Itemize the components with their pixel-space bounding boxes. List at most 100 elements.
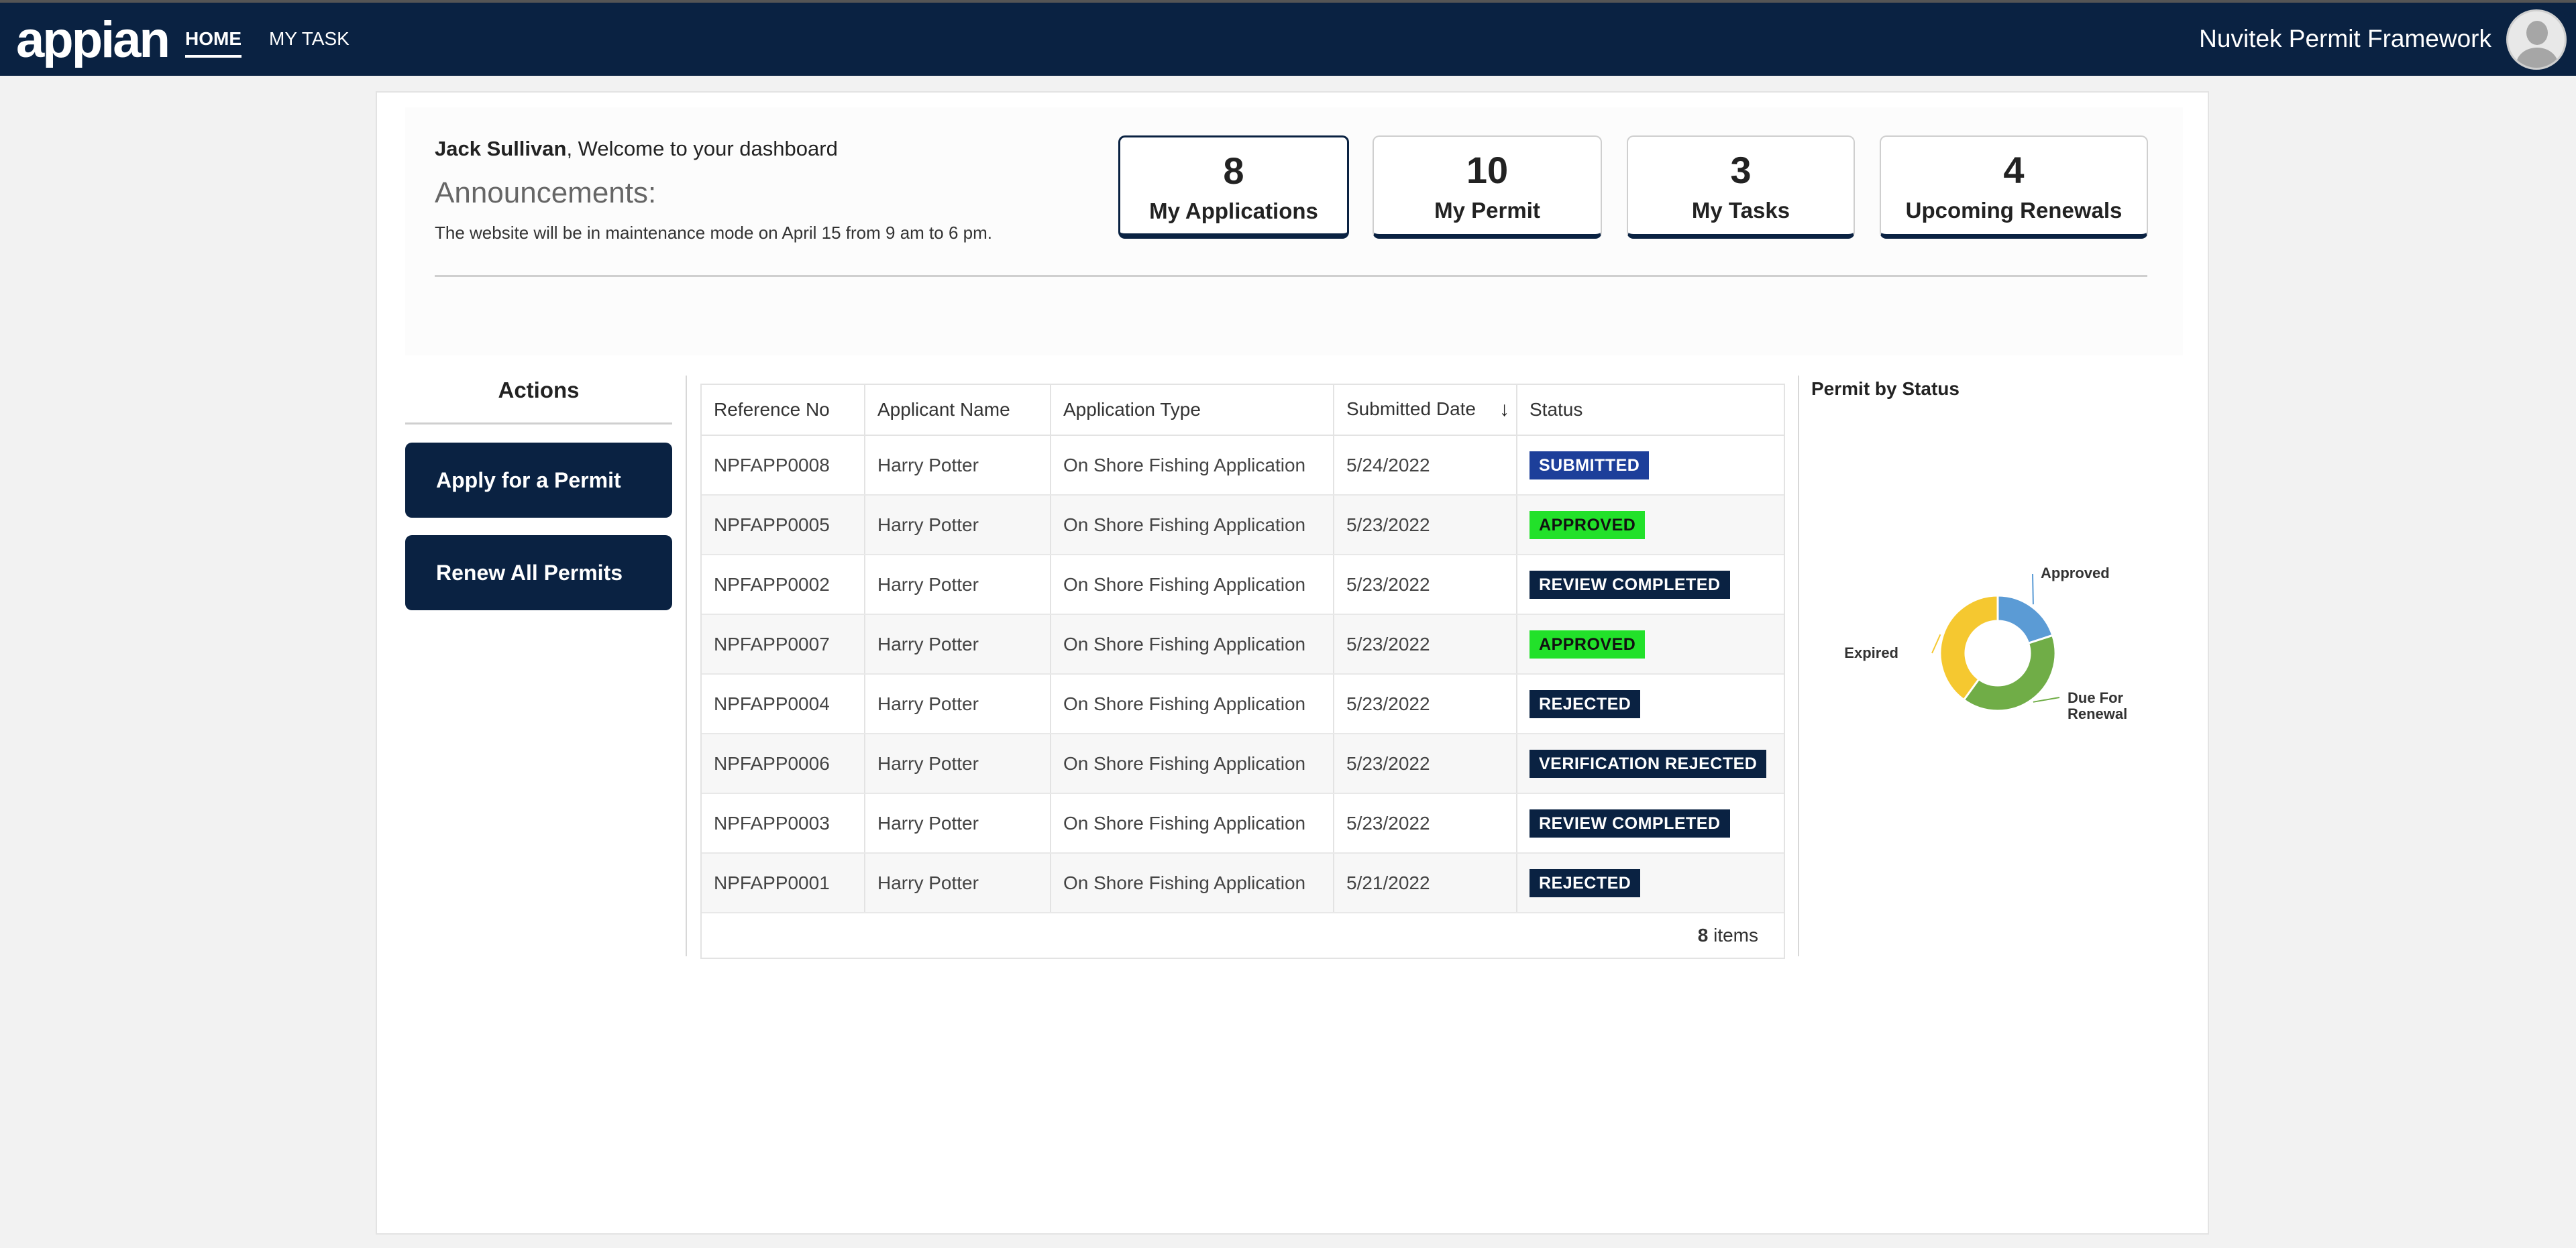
table-header-row: Reference No Applicant Name Application … — [702, 385, 1784, 436]
renew-all-permits-button[interactable]: Renew All Permits — [405, 535, 672, 610]
avatar-body-shape — [2516, 48, 2558, 68]
cell-reference-no: NPFAPP0008 — [702, 435, 865, 496]
cell-status: APPROVED — [1517, 495, 1784, 555]
status-badge: REVIEW COMPLETED — [1529, 570, 1730, 599]
table-row[interactable]: NPFAPP0002 Harry Potter On Shore Fishing A… — [702, 555, 1784, 615]
column-header-status[interactable]: Status — [1517, 385, 1784, 436]
stat-value: 8 — [1223, 150, 1244, 192]
stat-card-upcoming-renewals[interactable]: 4 Upcoming Renewals — [1880, 135, 2148, 239]
chart-title: Permit by Status — [1811, 378, 1960, 399]
sort-descending-icon[interactable]: ↓ — [1499, 398, 1509, 420]
table-body: NPFAPP0008 Harry Potter On Shore Fishing A… — [702, 435, 1784, 913]
cell-applicant-name: Harry Potter — [865, 853, 1051, 913]
cell-applicant-name: Harry Potter — [865, 495, 1051, 555]
cell-status: REJECTED — [1517, 674, 1784, 734]
cell-submitted-date: 5/23/2022 — [1334, 555, 1517, 615]
slice-label: Expired — [1844, 644, 1898, 661]
status-badge: REJECTED — [1529, 689, 1641, 718]
cell-application-type: On Shore Fishing Application — [1051, 614, 1334, 675]
applications-table: Reference No Applicant Name Application … — [702, 385, 1784, 913]
appian-logo[interactable]: appian — [16, 11, 170, 68]
column-header-submitted-date[interactable]: Submitted Date ↓ — [1334, 385, 1517, 436]
column-header-application-type[interactable]: Application Type — [1051, 385, 1334, 436]
cell-application-type: On Shore Fishing Application — [1051, 674, 1334, 734]
stat-label: My Tasks — [1691, 198, 1790, 223]
permit-status-donut-chart: Approved Due For Renewal Expired — [1844, 565, 2127, 722]
cell-submitted-date: 5/21/2022 — [1334, 853, 1517, 913]
cell-reference-no: NPFAPP0002 — [702, 555, 865, 615]
header-divider — [435, 275, 2147, 277]
avatar-head-shape — [2526, 21, 2548, 45]
donut-slice-due-for-renewal[interactable] — [1962, 634, 2057, 712]
cell-applicant-name: Harry Potter — [865, 555, 1051, 615]
applications-grid: Reference No Applicant Name Application … — [700, 384, 1785, 959]
table-row[interactable]: NPFAPP0008 Harry Potter On Shore Fishing A… — [702, 435, 1784, 496]
apply-for-permit-button[interactable]: Apply for a Permit — [405, 443, 672, 518]
actions-divider — [405, 422, 672, 424]
stat-value: 4 — [2003, 149, 2025, 191]
column-divider-right — [1798, 376, 1799, 956]
cell-application-type: On Shore Fishing Application — [1051, 853, 1334, 913]
cell-applicant-name: Harry Potter — [865, 674, 1051, 734]
cell-submitted-date: 5/23/2022 — [1334, 495, 1517, 555]
table-row[interactable]: NPFAPP0006 Harry Potter On Shore Fishing A… — [702, 734, 1784, 794]
column-header-reference-no[interactable]: Reference No — [702, 385, 865, 436]
grid-footer: 8 items — [702, 913, 1784, 958]
stat-label: My Permit — [1434, 198, 1540, 223]
cell-reference-no: NPFAPP0001 — [702, 853, 865, 913]
cell-status: REVIEW COMPLETED — [1517, 555, 1784, 615]
table-row[interactable]: NPFAPP0001 Harry Potter On Shore Fishing A… — [702, 853, 1784, 913]
actions-title: Actions — [498, 378, 580, 402]
status-badge: VERIFICATION REJECTED — [1529, 749, 1767, 778]
table-row[interactable]: NPFAPP0003 Harry Potter On Shore Fishing A… — [702, 793, 1784, 854]
status-badge: APPROVED — [1529, 630, 1646, 659]
nav-tab-my-task[interactable]: MY TASK — [269, 28, 350, 49]
column-header-applicant-name[interactable]: Applicant Name — [865, 385, 1051, 436]
cell-reference-no: NPFAPP0005 — [702, 495, 865, 555]
user-name: Jack Sullivan — [435, 137, 567, 160]
top-navigation-bar: appian HOME MY TASK Nuvitek Permit Frame… — [0, 0, 2576, 76]
cell-status: VERIFICATION REJECTED — [1517, 734, 1784, 794]
status-badge: SUBMITTED — [1529, 451, 1650, 479]
cell-application-type: On Shore Fishing Application — [1051, 555, 1334, 615]
table-row[interactable]: NPFAPP0007 Harry Potter On Shore Fishing A… — [702, 614, 1784, 675]
donut-slice-approved[interactable] — [1996, 594, 2054, 645]
stat-label: Upcoming Renewals — [1905, 198, 2123, 223]
column-header-label: Submitted Date — [1346, 398, 1476, 419]
cell-application-type: On Shore Fishing Application — [1051, 495, 1334, 555]
cell-submitted-date: 5/23/2022 — [1334, 614, 1517, 675]
cell-submitted-date: 5/23/2022 — [1334, 734, 1517, 794]
donut-slice-expired[interactable] — [1939, 594, 1999, 701]
cell-applicant-name: Harry Potter — [865, 734, 1051, 794]
slice-label: Due For Renewal — [2068, 689, 2127, 722]
slice-leader-line — [2033, 697, 2060, 703]
nav-tab-home[interactable]: HOME — [185, 27, 241, 58]
stat-card-my-tasks[interactable]: 3 My Tasks — [1627, 135, 1855, 239]
cell-status: REVIEW COMPLETED — [1517, 793, 1784, 854]
cell-status: APPROVED — [1517, 614, 1784, 675]
cell-status: SUBMITTED — [1517, 435, 1784, 496]
cell-application-type: On Shore Fishing Application — [1051, 793, 1334, 854]
cell-reference-no: NPFAPP0004 — [702, 674, 865, 734]
cell-applicant-name: Harry Potter — [865, 614, 1051, 675]
stat-value: 3 — [1730, 149, 1752, 191]
item-count-suffix: items — [1708, 925, 1758, 946]
cell-application-type: On Shore Fishing Application — [1051, 734, 1334, 794]
cell-submitted-date: 5/24/2022 — [1334, 435, 1517, 496]
stat-card-my-applications[interactable]: 8 My Applications — [1118, 135, 1349, 239]
item-count: 8 — [1697, 925, 1709, 946]
stat-card-my-permit[interactable]: 10 My Permit — [1373, 135, 1602, 239]
status-badge: REJECTED — [1529, 868, 1641, 897]
cell-application-type: On Shore Fishing Application — [1051, 435, 1334, 496]
welcome-message: Jack Sullivan, Welcome to your dashboard — [435, 135, 838, 162]
announcement-text: The website will be in maintenance mode … — [435, 223, 992, 243]
user-avatar[interactable] — [2506, 9, 2567, 70]
table-row[interactable]: NPFAPP0005 Harry Potter On Shore Fishing A… — [702, 495, 1784, 555]
announcements-title: Announcements: — [435, 176, 657, 209]
status-badge: APPROVED — [1529, 510, 1646, 539]
table-row[interactable]: NPFAPP0004 Harry Potter On Shore Fishing A… — [702, 674, 1784, 734]
cell-submitted-date: 5/23/2022 — [1334, 793, 1517, 854]
cell-applicant-name: Harry Potter — [865, 793, 1051, 854]
app-name: Nuvitek Permit Framework — [2199, 25, 2491, 52]
welcome-suffix: , Welcome to your dashboard — [566, 137, 838, 160]
